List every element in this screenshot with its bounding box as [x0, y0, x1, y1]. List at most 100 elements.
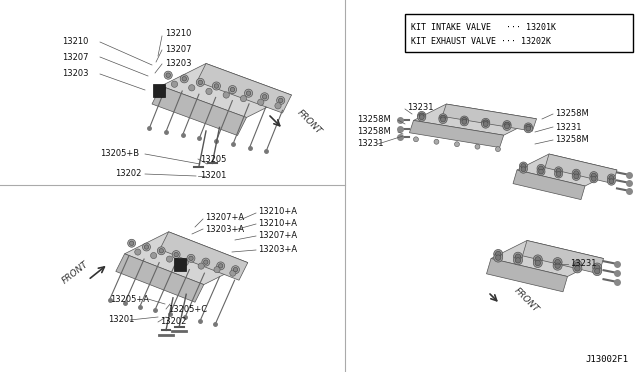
- Text: 13258M: 13258M: [555, 109, 589, 119]
- Circle shape: [276, 96, 285, 105]
- Text: 13207: 13207: [62, 52, 88, 61]
- Circle shape: [246, 91, 251, 96]
- Circle shape: [526, 126, 531, 131]
- Circle shape: [495, 251, 501, 257]
- Polygon shape: [486, 259, 568, 292]
- Circle shape: [223, 92, 229, 98]
- Polygon shape: [491, 241, 604, 276]
- Text: 13205+C: 13205+C: [168, 305, 207, 314]
- Circle shape: [413, 137, 419, 142]
- Circle shape: [503, 121, 511, 129]
- Circle shape: [481, 118, 490, 126]
- Circle shape: [493, 253, 502, 262]
- Circle shape: [440, 117, 445, 122]
- Circle shape: [520, 165, 527, 173]
- Circle shape: [275, 103, 281, 109]
- Text: 13258M: 13258M: [357, 115, 391, 125]
- Text: 13231: 13231: [357, 140, 383, 148]
- Polygon shape: [513, 170, 585, 200]
- Circle shape: [555, 167, 563, 175]
- Circle shape: [206, 88, 212, 94]
- Circle shape: [262, 94, 267, 99]
- Circle shape: [202, 258, 210, 266]
- Circle shape: [573, 264, 582, 273]
- Text: 13202: 13202: [160, 317, 186, 327]
- Polygon shape: [522, 241, 604, 274]
- Polygon shape: [116, 254, 204, 302]
- Text: 13258M: 13258M: [357, 128, 391, 137]
- Circle shape: [214, 84, 219, 88]
- Circle shape: [157, 247, 165, 255]
- Circle shape: [503, 122, 511, 131]
- Circle shape: [555, 170, 563, 178]
- Text: 13205+B: 13205+B: [100, 150, 139, 158]
- Circle shape: [230, 270, 236, 276]
- Circle shape: [187, 254, 195, 262]
- Circle shape: [526, 125, 531, 129]
- Circle shape: [143, 243, 150, 251]
- Circle shape: [198, 263, 204, 269]
- Text: KIT EXHAUST VALVE ··· 13202K: KIT EXHAUST VALVE ··· 13202K: [411, 37, 551, 46]
- Circle shape: [198, 80, 203, 85]
- Polygon shape: [517, 154, 617, 186]
- Circle shape: [495, 147, 500, 152]
- Circle shape: [504, 124, 509, 129]
- Polygon shape: [161, 64, 291, 118]
- Circle shape: [180, 75, 188, 83]
- Circle shape: [590, 175, 598, 183]
- Circle shape: [555, 263, 560, 269]
- Circle shape: [440, 115, 445, 120]
- Circle shape: [513, 256, 522, 265]
- Circle shape: [164, 71, 172, 79]
- Circle shape: [524, 123, 532, 131]
- Circle shape: [533, 255, 542, 264]
- Circle shape: [417, 113, 426, 121]
- Bar: [174, 258, 186, 270]
- Circle shape: [159, 248, 163, 253]
- Text: J13002F1: J13002F1: [585, 355, 628, 364]
- Text: 13201: 13201: [200, 171, 227, 180]
- Circle shape: [174, 252, 179, 257]
- Text: 13203+A: 13203+A: [258, 246, 297, 254]
- Circle shape: [555, 259, 560, 265]
- Text: 13203+A: 13203+A: [205, 224, 244, 234]
- Text: 13231: 13231: [570, 260, 596, 269]
- Circle shape: [537, 168, 545, 176]
- Circle shape: [135, 249, 141, 255]
- Circle shape: [607, 174, 616, 182]
- Circle shape: [483, 120, 488, 125]
- Circle shape: [260, 93, 269, 101]
- Circle shape: [573, 260, 582, 269]
- Circle shape: [189, 85, 195, 91]
- Circle shape: [462, 118, 467, 122]
- Circle shape: [535, 257, 541, 262]
- Circle shape: [212, 82, 220, 90]
- Text: 13207+A: 13207+A: [258, 231, 297, 241]
- Circle shape: [172, 81, 178, 87]
- Circle shape: [521, 167, 526, 171]
- Circle shape: [609, 176, 614, 180]
- Circle shape: [607, 177, 616, 185]
- Circle shape: [495, 255, 501, 260]
- Circle shape: [234, 267, 237, 272]
- Circle shape: [454, 142, 460, 147]
- Circle shape: [182, 77, 186, 81]
- Circle shape: [483, 122, 488, 126]
- Circle shape: [535, 260, 541, 266]
- Text: KIT INTAKE VALVE   ··· 13201K: KIT INTAKE VALVE ··· 13201K: [411, 23, 556, 32]
- Circle shape: [537, 164, 545, 172]
- Circle shape: [196, 78, 204, 86]
- Text: 13210: 13210: [62, 38, 88, 46]
- Circle shape: [166, 256, 173, 262]
- Circle shape: [515, 257, 521, 263]
- Circle shape: [460, 116, 468, 124]
- Text: 13205+A: 13205+A: [110, 295, 149, 304]
- Circle shape: [609, 179, 614, 184]
- Circle shape: [574, 171, 579, 176]
- Circle shape: [553, 257, 562, 267]
- Text: 13210+A: 13210+A: [258, 219, 297, 228]
- Circle shape: [493, 250, 502, 259]
- Circle shape: [419, 115, 424, 120]
- Bar: [405, 14, 633, 52]
- Circle shape: [439, 114, 447, 122]
